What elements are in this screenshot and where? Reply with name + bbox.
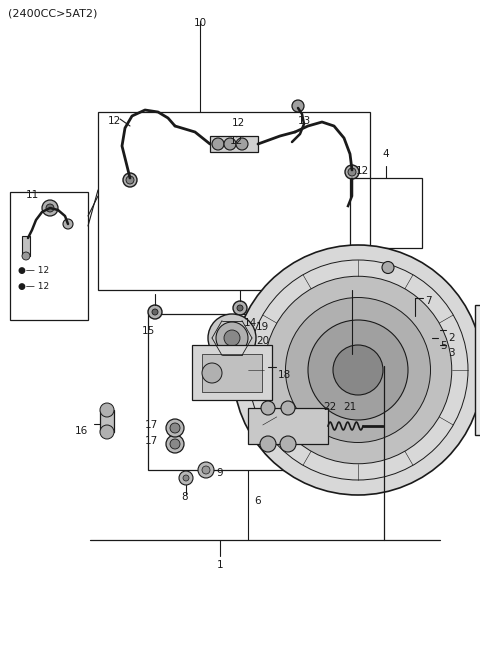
Text: 16: 16 — [75, 426, 88, 436]
Circle shape — [260, 436, 276, 452]
Circle shape — [216, 322, 248, 354]
Circle shape — [100, 425, 114, 439]
Text: ●— 12: ●— 12 — [18, 282, 49, 291]
Circle shape — [208, 314, 256, 362]
Circle shape — [292, 100, 304, 112]
Circle shape — [166, 435, 184, 453]
Text: 10: 10 — [193, 18, 206, 28]
Text: 20: 20 — [256, 336, 269, 346]
Circle shape — [280, 436, 296, 452]
Bar — [10, 192, 88, 320]
Text: 1: 1 — [216, 560, 223, 570]
Bar — [475, 305, 480, 435]
Circle shape — [123, 173, 137, 187]
Text: 4: 4 — [383, 149, 389, 159]
Bar — [192, 345, 272, 400]
Text: 8: 8 — [182, 492, 188, 502]
Bar — [98, 112, 370, 290]
Circle shape — [333, 345, 383, 395]
Circle shape — [100, 403, 114, 417]
Circle shape — [126, 176, 134, 184]
Bar — [22, 236, 30, 256]
Text: 5: 5 — [440, 341, 446, 351]
Circle shape — [166, 419, 184, 437]
Bar — [148, 314, 340, 470]
Bar — [248, 408, 328, 444]
Circle shape — [261, 401, 275, 415]
Circle shape — [233, 301, 247, 315]
Circle shape — [42, 200, 58, 216]
Bar — [202, 354, 262, 392]
Text: 12: 12 — [108, 116, 121, 126]
Bar — [100, 410, 114, 432]
Circle shape — [308, 320, 408, 420]
Text: 7: 7 — [425, 296, 432, 306]
Circle shape — [148, 305, 162, 319]
Circle shape — [22, 252, 30, 260]
Circle shape — [224, 330, 240, 346]
Circle shape — [198, 462, 214, 478]
Bar — [210, 136, 258, 152]
Circle shape — [224, 138, 236, 150]
Circle shape — [179, 471, 193, 485]
Circle shape — [237, 305, 243, 311]
Text: 13: 13 — [298, 116, 311, 126]
Circle shape — [348, 168, 356, 176]
Text: 17: 17 — [145, 420, 158, 430]
Text: 22: 22 — [323, 402, 336, 412]
Circle shape — [382, 262, 394, 274]
Text: 6: 6 — [254, 496, 261, 506]
Text: 17: 17 — [145, 436, 158, 446]
Circle shape — [183, 475, 189, 481]
Circle shape — [281, 401, 295, 415]
Text: 11: 11 — [26, 190, 39, 200]
Text: ●— 12: ●— 12 — [18, 266, 49, 275]
Circle shape — [212, 138, 224, 150]
Circle shape — [152, 309, 158, 315]
Circle shape — [63, 219, 73, 229]
Text: 2: 2 — [448, 333, 455, 343]
Text: 12: 12 — [232, 118, 245, 128]
Text: 12: 12 — [356, 166, 369, 176]
Text: 14: 14 — [244, 318, 257, 328]
Text: 18: 18 — [278, 370, 291, 380]
Text: (2400CC>5AT2): (2400CC>5AT2) — [8, 8, 97, 18]
Circle shape — [233, 245, 480, 495]
Circle shape — [202, 466, 210, 474]
Circle shape — [286, 298, 431, 443]
Circle shape — [202, 363, 222, 383]
Text: 21: 21 — [343, 402, 356, 412]
Bar — [350, 178, 422, 248]
Text: 15: 15 — [142, 326, 155, 336]
Text: 9: 9 — [216, 468, 223, 478]
Text: 19: 19 — [256, 322, 269, 332]
Text: 3: 3 — [448, 348, 455, 358]
Circle shape — [236, 138, 248, 150]
Circle shape — [170, 439, 180, 449]
Circle shape — [345, 165, 359, 179]
Text: 12: 12 — [230, 136, 243, 146]
Circle shape — [46, 204, 54, 212]
Circle shape — [264, 276, 452, 464]
Circle shape — [170, 423, 180, 433]
